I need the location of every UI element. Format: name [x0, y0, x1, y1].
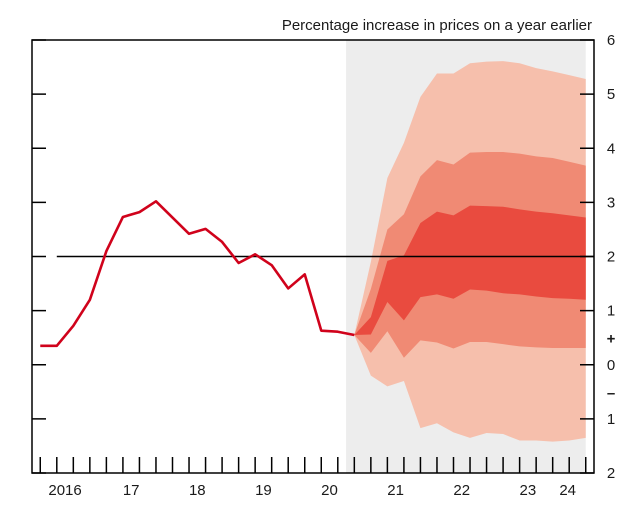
- y-tick-label: 1: [607, 303, 615, 320]
- x-tick-label: 19: [255, 482, 272, 499]
- y-tick-labels: 6 5 4 3 2 1 0 1 2 + –: [607, 32, 616, 482]
- y-tick-label: 6: [607, 32, 615, 49]
- x-tick-label: 2016: [48, 482, 81, 499]
- x-ticks: [39, 457, 587, 473]
- y-tick-label: 1: [607, 411, 615, 428]
- positive-sign-label: +: [607, 331, 616, 348]
- x-tick-label: 24: [559, 482, 576, 499]
- fan-bands: [354, 61, 586, 442]
- y-tick-label: 3: [607, 194, 615, 211]
- y-tick-label: 0: [607, 357, 615, 374]
- x-tick-label: 17: [123, 482, 140, 499]
- fan-band-3: [354, 205, 586, 335]
- y-tick-label: 5: [607, 86, 615, 103]
- y-axis-title: Percentage increase in prices on a year …: [282, 17, 592, 34]
- x-tick-label: 22: [453, 482, 470, 499]
- x-tick-label: 21: [387, 482, 404, 499]
- x-tick-label: 20: [321, 482, 338, 499]
- y-tick-label: 2: [607, 465, 615, 482]
- inflation-line: [40, 199, 355, 348]
- y-tick-label: 2: [607, 249, 615, 266]
- cpi-history-line: [40, 199, 355, 348]
- x-tick-label: 18: [189, 482, 206, 499]
- y-tick-label: 4: [607, 140, 615, 157]
- x-tick-labels: 2016 17 18 19 20 21 22 23 24: [48, 482, 576, 499]
- x-tick-label: 23: [520, 482, 537, 499]
- chart-frame: [31, 39, 595, 474]
- negative-sign-label: –: [607, 385, 615, 402]
